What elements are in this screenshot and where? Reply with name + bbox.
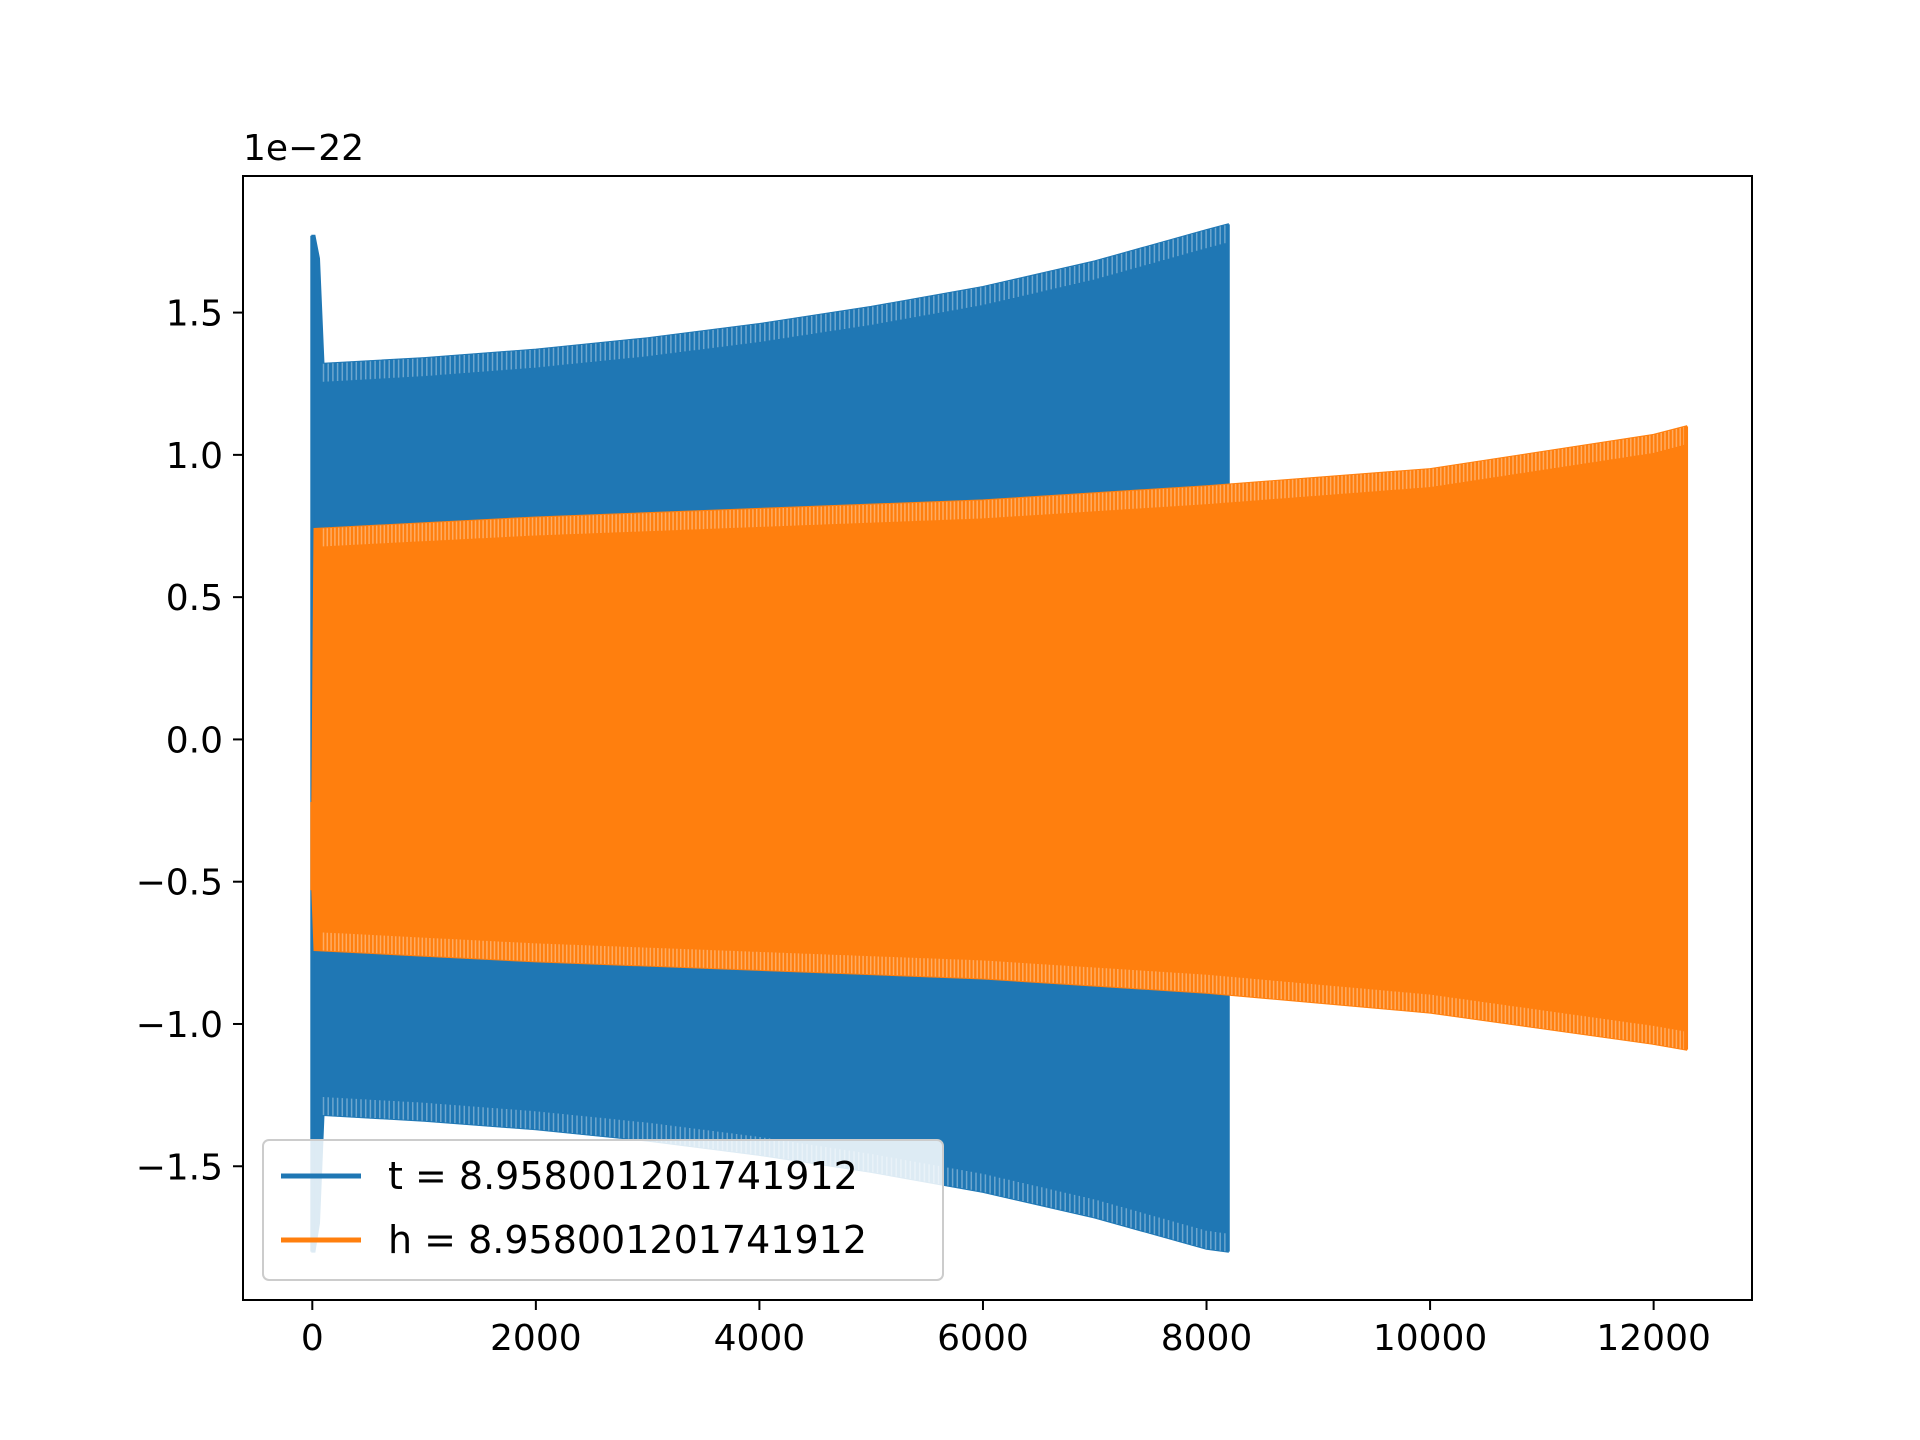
y-tick-label-5: 1.0 xyxy=(166,436,223,477)
plot-area: 0 2000 4000 6000 8000 10000 12000 −1.5 −1.0 −0.5 0… xyxy=(136,175,1753,1359)
legend-label-2: h = 8.958001201741912 xyxy=(388,1218,867,1262)
legend: t = 8.958001201741912 h = 8.9580012017419… xyxy=(262,1139,944,1281)
y-tick-label-0: −1.5 xyxy=(136,1147,223,1188)
y-tick-label-6: 1.5 xyxy=(166,294,223,335)
y-axis-offset-label: 1e−22 xyxy=(243,128,364,169)
legend-box xyxy=(262,1139,944,1281)
series-2-oscillation-texture xyxy=(322,426,1685,1050)
x-tick-label-6: 12000 xyxy=(1596,1318,1711,1359)
y-tick-label-2: −0.5 xyxy=(136,863,223,904)
x-tick-label-1: 2000 xyxy=(490,1318,582,1359)
x-tick-label-5: 10000 xyxy=(1373,1318,1488,1359)
legend-label-1: t = 8.958001201741912 xyxy=(388,1154,858,1198)
y-tick-label-3: 0.0 xyxy=(166,720,223,761)
series-2 xyxy=(310,425,1689,1051)
y-tick-label-4: 0.5 xyxy=(166,578,223,619)
x-tick-label-4: 8000 xyxy=(1161,1318,1253,1359)
x-tick-label-3: 6000 xyxy=(937,1318,1029,1359)
series-2-envelope xyxy=(311,425,1688,1051)
x-tick-label-2: 4000 xyxy=(714,1318,806,1359)
y-tick-label-1: −1.0 xyxy=(136,1005,223,1046)
x-tick-label-0: 0 xyxy=(301,1318,324,1359)
axes-frame xyxy=(242,175,1753,1301)
series-group xyxy=(310,223,1689,1253)
